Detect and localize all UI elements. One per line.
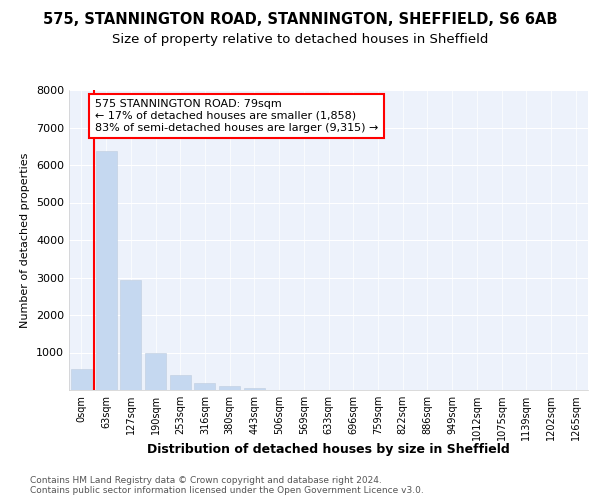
- Bar: [219, 386, 240, 390]
- Text: Contains HM Land Registry data © Crown copyright and database right 2024.
Contai: Contains HM Land Registry data © Crown c…: [30, 476, 424, 495]
- Bar: [95, 151, 116, 390]
- Bar: [170, 376, 191, 390]
- Text: 575, STANNINGTON ROAD, STANNINGTON, SHEFFIELD, S6 6AB: 575, STANNINGTON ROAD, STANNINGTON, SHEF…: [43, 12, 557, 28]
- Bar: [194, 384, 215, 390]
- Text: 575 STANNINGTON ROAD: 79sqm
← 17% of detached houses are smaller (1,858)
83% of : 575 STANNINGTON ROAD: 79sqm ← 17% of det…: [95, 100, 379, 132]
- Bar: [145, 353, 166, 390]
- Y-axis label: Number of detached properties: Number of detached properties: [20, 152, 31, 328]
- Bar: [244, 388, 265, 390]
- Bar: [120, 280, 141, 390]
- Text: Size of property relative to detached houses in Sheffield: Size of property relative to detached ho…: [112, 32, 488, 46]
- Text: Distribution of detached houses by size in Sheffield: Distribution of detached houses by size …: [148, 442, 510, 456]
- Bar: [71, 370, 92, 390]
